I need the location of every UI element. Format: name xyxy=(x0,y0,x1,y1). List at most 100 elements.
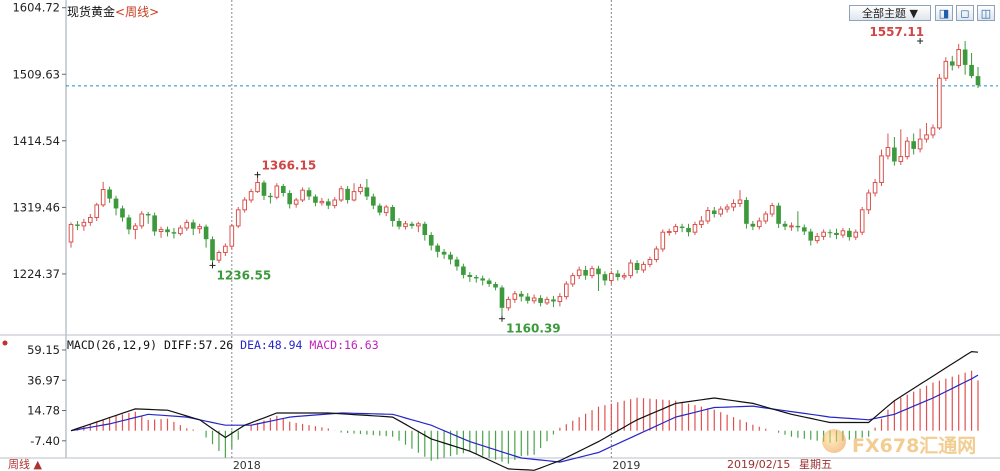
candle-body-down xyxy=(390,207,395,221)
candle-body-up xyxy=(654,248,659,260)
candle-body-up xyxy=(898,156,904,163)
candle-body-up xyxy=(956,49,962,67)
dea-line xyxy=(70,374,979,463)
candle-body-up xyxy=(763,213,769,222)
candle-body-up xyxy=(557,296,563,303)
candle-body-up xyxy=(737,199,743,204)
y-tick-label: 1604.72 xyxy=(12,1,60,15)
candle-body-up xyxy=(621,275,627,278)
extreme-value-label: 1160.39 xyxy=(506,322,561,336)
candle-body-up xyxy=(570,275,576,285)
layout-button-3[interactable]: ◫ xyxy=(977,5,995,21)
candle-body-down xyxy=(441,251,447,255)
candle-body-down xyxy=(261,182,267,196)
candle-body-down xyxy=(313,196,318,203)
candle-body-up xyxy=(358,186,363,193)
candle-body-down xyxy=(634,263,640,270)
macd-y-tick-label: 59.15 xyxy=(27,343,60,357)
candle-body-up xyxy=(866,192,871,211)
candle-body-up xyxy=(660,231,666,250)
candle-body-up xyxy=(229,225,235,247)
macd-y-tick-label: -7.40 xyxy=(30,434,60,448)
candle-body-up xyxy=(100,189,106,206)
candle-body-down xyxy=(782,223,788,227)
candle-body-down xyxy=(525,296,531,301)
candle-body-down xyxy=(268,195,273,198)
candle-body-up xyxy=(68,224,74,243)
extreme-value-label: 1366.15 xyxy=(262,159,317,173)
candle-body-down xyxy=(486,280,492,284)
macd-histogram-value: MACD:16.63 xyxy=(309,338,379,352)
x-tick-label: 2019 xyxy=(612,459,640,471)
candle-body-up xyxy=(133,225,138,230)
candle-body-down xyxy=(911,141,916,149)
macd-indicator-dot xyxy=(2,340,8,346)
candle-body-down xyxy=(145,214,151,216)
dropdown-arrow-icon: ▼ xyxy=(909,7,918,20)
watermark-sphere-icon xyxy=(822,429,846,453)
candle-body-up xyxy=(647,259,653,265)
candle-body-down xyxy=(750,223,756,227)
theme-select-label: 全部主题 xyxy=(862,7,907,20)
candle-body-up xyxy=(840,230,846,236)
candle-body-down xyxy=(583,270,588,276)
candle-body-up xyxy=(769,205,775,215)
candle-body-down xyxy=(499,287,505,308)
candle-body-down xyxy=(126,217,132,230)
candle-body-down xyxy=(827,232,833,234)
candle-body-down xyxy=(371,196,376,206)
candle-body-down xyxy=(802,227,807,232)
candle-body-up xyxy=(544,298,550,304)
candle-body-up xyxy=(403,223,408,228)
candle-body-up xyxy=(789,225,794,228)
candle-body-up xyxy=(87,217,93,223)
candle-body-down xyxy=(345,188,350,200)
macd-diff-value: DIFF:57.26 xyxy=(163,338,234,352)
instrument-name: 现货黄金 xyxy=(67,5,116,19)
candle-body-up xyxy=(692,224,698,233)
candle-body-up xyxy=(242,199,247,211)
y-tick-label: 1319.46 xyxy=(12,200,60,214)
diff-line xyxy=(70,350,979,471)
candle-body-up xyxy=(338,188,344,201)
macd-y-tick-label: 36.97 xyxy=(27,373,60,387)
status-date: 2019/02/15 xyxy=(727,458,791,471)
candle-body-up xyxy=(274,185,280,198)
candle-body-down xyxy=(448,254,453,260)
candle-body-down xyxy=(75,224,80,226)
candle-body-up xyxy=(178,227,183,235)
candle-body-down xyxy=(480,278,486,281)
candle-body-down xyxy=(377,205,383,213)
candle-body-down xyxy=(306,190,312,197)
candle-body-up xyxy=(904,140,910,158)
candle-body-up xyxy=(248,191,254,201)
candle-body-down xyxy=(834,232,839,235)
candle-body-down xyxy=(962,49,968,65)
candle-body-up xyxy=(563,283,569,298)
candle-body-up xyxy=(81,221,87,227)
status-period-tab[interactable]: 周线 ▲ xyxy=(8,458,42,471)
candle-body-up xyxy=(94,204,100,218)
candle-body-up xyxy=(255,182,260,193)
candle-body-up xyxy=(576,269,582,277)
layout-button-2[interactable]: ◻ xyxy=(956,5,974,21)
candle-body-up xyxy=(924,134,929,140)
candle-body-down xyxy=(975,76,981,86)
candle-body-down xyxy=(686,228,691,233)
candle-body-down xyxy=(969,64,974,77)
candle-body-down xyxy=(152,215,157,232)
candle-body-down xyxy=(808,231,814,241)
period-label[interactable]: <周线> xyxy=(115,5,160,19)
candle-body-up xyxy=(699,220,704,225)
candle-body-up xyxy=(223,245,228,253)
layout-button-1[interactable]: ◨ xyxy=(935,5,953,21)
candle-body-down xyxy=(280,186,286,193)
candle-body-up xyxy=(416,223,421,227)
candle-body-up xyxy=(641,263,646,271)
theme-select[interactable]: 全部主题 ▼ xyxy=(849,5,931,21)
candle-body-up xyxy=(319,200,325,204)
candle-body-down xyxy=(795,225,801,228)
chart-title: 现货黄金<周线> xyxy=(67,5,159,19)
candle-body-up xyxy=(293,199,299,205)
